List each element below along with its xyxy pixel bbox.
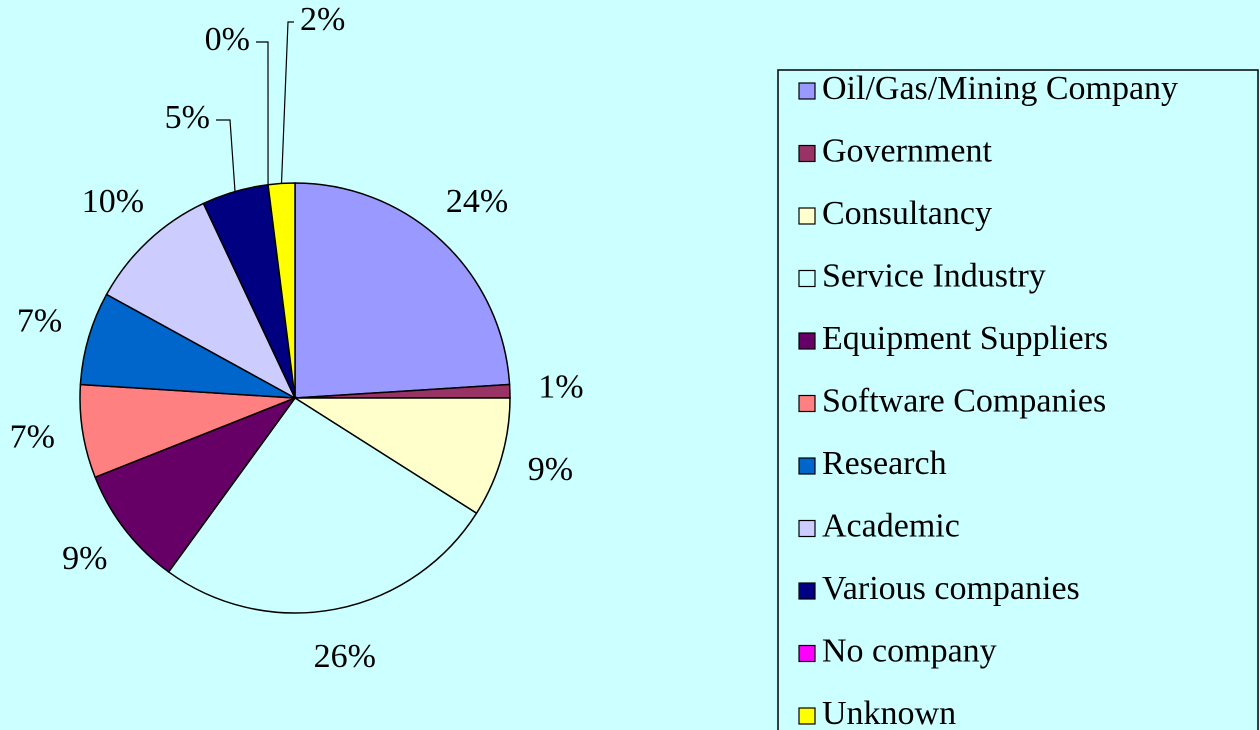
- leader-line: [256, 41, 269, 185]
- legend-label: Software Companies: [822, 382, 1106, 419]
- legend-swatch: [798, 644, 816, 663]
- legend-swatch: [798, 82, 816, 100]
- legend-label: Research: [822, 445, 947, 482]
- pie-slice: [167, 396, 478, 614]
- legend-swatch: [798, 144, 816, 163]
- legend-swatch: [798, 519, 816, 538]
- data-label: 1%: [538, 368, 583, 405]
- leader-line: [216, 119, 236, 192]
- pie-slice: [94, 396, 298, 573]
- legend-label: Equipment Suppliers: [822, 320, 1108, 357]
- legend-swatch: [798, 269, 816, 288]
- pie-slice: [292, 397, 511, 515]
- legend-label: Unknown: [822, 695, 956, 730]
- legend-swatch: [798, 207, 816, 225]
- data-label: 26%: [314, 638, 376, 675]
- legend-swatch: [798, 394, 816, 413]
- data-label: 7%: [17, 303, 62, 340]
- legend-label: Service Industry: [822, 257, 1046, 294]
- data-label: 9%: [528, 451, 573, 488]
- legend-label: Consultancy: [822, 195, 992, 232]
- data-label: 5%: [165, 99, 210, 136]
- data-label: 0%: [205, 21, 250, 58]
- legend-swatch: [798, 457, 816, 475]
- legend-label: Various companies: [822, 570, 1080, 607]
- data-label: 24%: [446, 183, 508, 220]
- legend-swatch: [798, 582, 816, 600]
- legend-label: Oil/Gas/Mining Company: [822, 70, 1178, 107]
- legend-box: [777, 69, 1259, 730]
- data-label: 10%: [82, 183, 144, 220]
- legend-swatch: [798, 332, 816, 350]
- data-label: 7%: [10, 418, 55, 455]
- legend-label: Academic: [822, 507, 960, 544]
- legend-label: Government: [822, 132, 993, 169]
- legend-swatch: [798, 707, 816, 725]
- pie-slice: [105, 202, 297, 400]
- data-label: 9%: [62, 540, 107, 577]
- legend-label: No company: [822, 632, 997, 669]
- data-label: 2%: [300, 1, 345, 38]
- pie-slice: [294, 182, 511, 399]
- leader-line: [280, 21, 294, 184]
